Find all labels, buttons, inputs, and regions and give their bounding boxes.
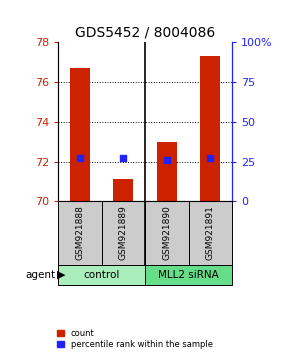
Bar xyxy=(58,201,102,265)
Text: GSM921890: GSM921890 xyxy=(162,206,171,261)
Title: GDS5452 / 8004086: GDS5452 / 8004086 xyxy=(75,26,215,40)
Text: ▶: ▶ xyxy=(57,270,66,280)
Bar xyxy=(113,179,133,201)
Text: GSM921889: GSM921889 xyxy=(119,206,128,261)
Bar xyxy=(200,56,220,201)
Bar xyxy=(70,68,90,201)
Text: control: control xyxy=(83,270,120,280)
Bar xyxy=(102,201,145,265)
Bar xyxy=(188,201,232,265)
Text: agent: agent xyxy=(26,270,56,280)
Point xyxy=(77,155,82,161)
Text: GSM921891: GSM921891 xyxy=(206,206,215,261)
Legend: count, percentile rank within the sample: count, percentile rank within the sample xyxy=(56,328,213,350)
Text: GSM921888: GSM921888 xyxy=(75,206,84,261)
Point xyxy=(121,155,126,161)
Bar xyxy=(145,201,188,265)
Point xyxy=(164,157,169,163)
Point xyxy=(208,155,213,161)
Bar xyxy=(145,265,232,285)
Text: MLL2 siRNA: MLL2 siRNA xyxy=(158,270,219,280)
Bar xyxy=(157,142,177,201)
Bar xyxy=(58,265,145,285)
